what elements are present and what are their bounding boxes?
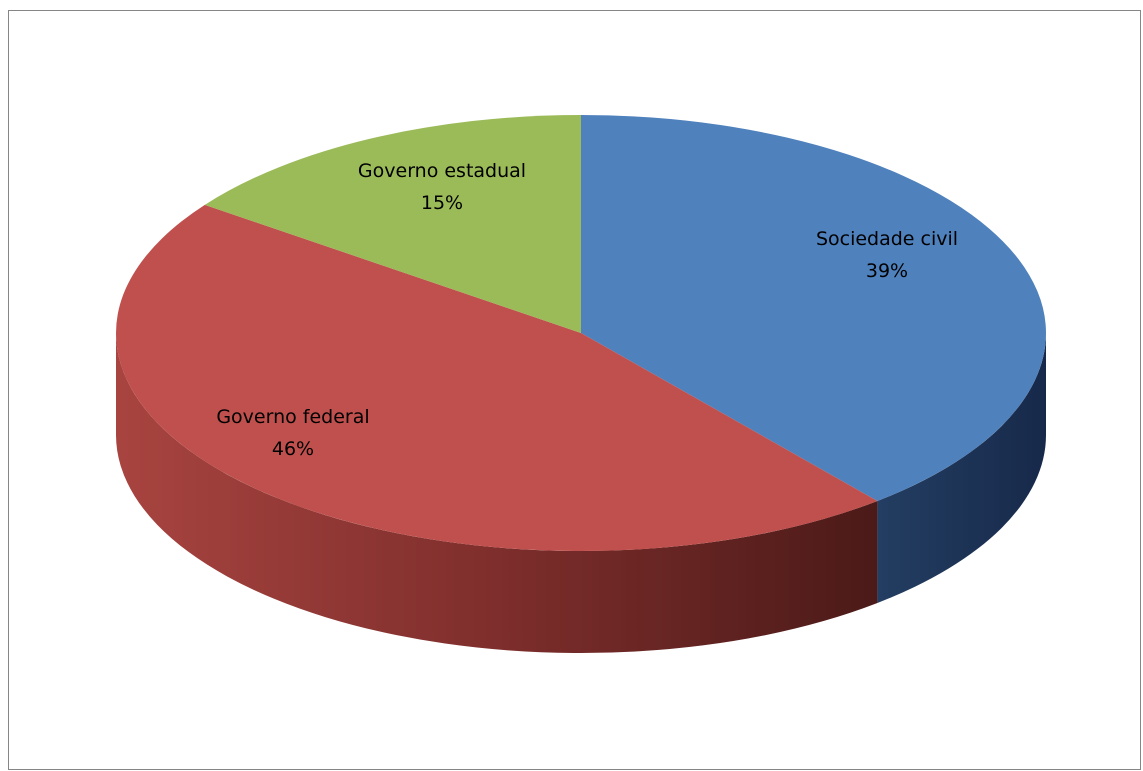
chart-frame: Sociedade civil 39% Governo federal 46% Gove… (8, 10, 1141, 770)
pie-chart: Sociedade civil 39% Governo federal 46% Gove… (116, 115, 1046, 653)
pie-side-sociedade-civil (877, 333, 1046, 603)
pie-sides (116, 333, 1046, 653)
slice-label-governo-federal: Governo federal 46% (216, 406, 369, 460)
pie-slice-governo-federal (116, 204, 878, 551)
pie-labels: Sociedade civil 39% Governo federal 46% Gove… (216, 160, 958, 460)
pie-side-governo-federal (116, 333, 878, 653)
slice-label-sociedade-civil: Sociedade civil 39% (816, 228, 958, 282)
pie-slice-governo-estadual (204, 115, 581, 333)
pie-tops (116, 115, 1046, 551)
slice-label-governo-estadual: Governo estadual 15% (358, 160, 526, 214)
pie-slice-sociedade-civil (581, 115, 1046, 501)
